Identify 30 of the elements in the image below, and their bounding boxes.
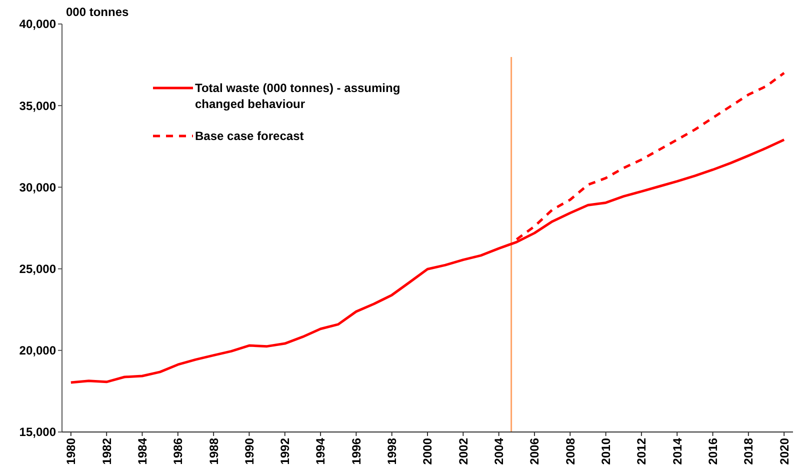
x-tick-label: 2002 [456, 438, 470, 465]
y-tick-label: 40,000 [19, 17, 56, 32]
x-tick-label: 1988 [206, 438, 221, 465]
x-tick-label: 1994 [314, 438, 328, 465]
y-tick-label: 30,000 [19, 180, 56, 194]
y-tick-label: 15,000 [19, 425, 56, 440]
x-tick-label: 2004 [492, 438, 506, 465]
y-tick-label: 25,000 [19, 262, 56, 276]
x-tick-label: 1980 [64, 438, 78, 465]
legend-label: Base case forecast [195, 129, 304, 144]
x-tick-label: 2012 [634, 438, 649, 465]
y-tick-label: 20,000 [19, 344, 56, 358]
x-tick-label: 2006 [528, 438, 542, 465]
x-tick-label: 2014 [670, 438, 684, 465]
x-tick-label: 1984 [135, 438, 150, 465]
x-tick-label: 1998 [385, 438, 400, 465]
y-tick-label: 35,000 [19, 98, 56, 113]
x-tick-label: 2018 [742, 438, 756, 465]
x-tick-label: 1982 [100, 438, 114, 465]
x-tick-label: 2020 [777, 438, 792, 465]
x-tick-label: 2010 [598, 438, 613, 465]
legend-label: Total waste (000 tonnes) - assuming changed behaviour [195, 81, 400, 111]
x-tick-label: 1992 [278, 438, 292, 465]
x-tick-label: 2000 [420, 438, 435, 465]
x-tick-label: 2008 [563, 438, 578, 465]
y-axis-title: 000 tonnes [66, 5, 130, 19]
x-tick-label: 1996 [349, 438, 364, 465]
x-tick-label: 1986 [171, 438, 186, 465]
x-tick-label: 1990 [242, 438, 256, 465]
x-tick-label: 2016 [706, 438, 720, 465]
